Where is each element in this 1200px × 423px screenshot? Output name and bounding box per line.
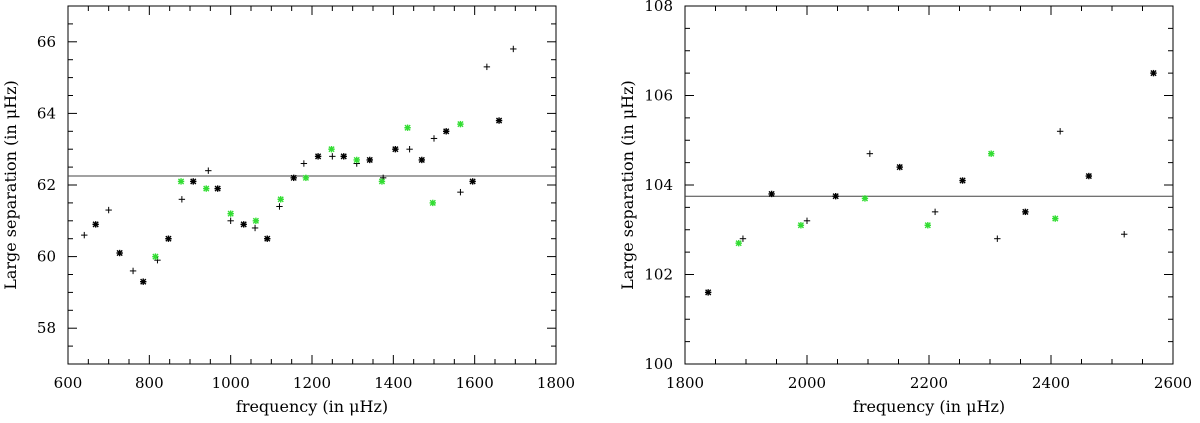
plus-point-black xyxy=(803,217,811,224)
asterisk-point-black xyxy=(92,221,99,228)
y-tick-label: 60 xyxy=(37,248,56,266)
x-tick-label: 2000 xyxy=(788,374,826,392)
x-tick-label: 1800 xyxy=(537,374,575,392)
asterisk-point-green xyxy=(861,195,869,202)
plus-point-black xyxy=(994,235,1001,242)
y-tick-label: 66 xyxy=(37,33,56,51)
plus-point-black xyxy=(510,45,517,53)
asterisk-point-green xyxy=(924,222,931,229)
x-axis-label: frequency (in μHz) xyxy=(853,397,1005,416)
asterisk-point-green xyxy=(302,174,310,182)
asterisk-point-black xyxy=(704,289,712,296)
plus-point-black xyxy=(227,217,234,224)
asterisk-point-green xyxy=(277,196,284,203)
asterisk-point-black xyxy=(443,128,450,135)
x-tick-label: 1400 xyxy=(374,374,412,392)
x-tick-label: 800 xyxy=(135,374,164,392)
asterisk-point-black xyxy=(1085,172,1093,180)
x-tick-label: 1800 xyxy=(666,374,704,392)
plus-point-black xyxy=(430,135,438,142)
asterisk-point-green xyxy=(429,199,436,207)
plus-point-black xyxy=(406,146,413,153)
asterisk-point-black xyxy=(290,174,297,182)
asterisk-point-black xyxy=(340,153,347,160)
asterisk-point-green xyxy=(378,178,386,185)
x-tick-label: 2600 xyxy=(1154,374,1192,392)
y-tick-label: 62 xyxy=(37,176,56,194)
right-scatter-panel: 1800 2000 2200 2400 2600 100 102 104 106 108 frequ… xyxy=(618,0,1192,416)
plot-frame xyxy=(67,5,557,365)
asterisk-point-green xyxy=(152,253,159,260)
asterisk-point-black xyxy=(1022,208,1029,216)
asterisk-point-green xyxy=(404,124,411,131)
y-tick-label: 102 xyxy=(644,266,673,284)
plus-point-black xyxy=(1121,231,1128,238)
plus-point-black xyxy=(1056,128,1064,135)
asterisk-point-green xyxy=(457,120,464,128)
asterisk-point-black xyxy=(116,249,123,257)
y-axis-label: Large separation (in μHz) xyxy=(618,80,637,290)
plus-point-black xyxy=(276,203,283,210)
x-tick-label: 1000 xyxy=(212,374,250,392)
asterisk-point-green xyxy=(203,185,210,192)
y-axis-label: Large separation (in μHz) xyxy=(1,80,20,290)
y-tick-label: 100 xyxy=(644,355,673,373)
left-scatter-panel: 600 800 1000 1200 1400 1600 1800 58 60 62 64 66 freq… xyxy=(1,5,575,416)
plus-point-black xyxy=(457,188,464,196)
y-tick-label: 58 xyxy=(37,319,56,337)
y-tick-label: 106 xyxy=(644,87,673,105)
plus-point-black xyxy=(329,153,336,160)
plus-point-black xyxy=(483,63,491,71)
plus-point-black xyxy=(300,160,308,167)
asterisk-point-black xyxy=(314,153,322,160)
plus-point-black xyxy=(251,224,259,232)
asterisk-point-black xyxy=(165,235,172,242)
asterisk-point-black xyxy=(959,177,966,184)
plus-point-black xyxy=(129,267,137,275)
asterisk-point-green xyxy=(177,178,185,185)
x-tick-label: 1600 xyxy=(456,374,494,392)
asterisk-point-green xyxy=(353,156,360,164)
asterisk-point-green xyxy=(735,239,742,247)
asterisk-point-black xyxy=(214,185,221,192)
x-tick-label: 2400 xyxy=(1032,374,1070,392)
asterisk-point-black xyxy=(832,192,839,200)
asterisk-point-green xyxy=(1052,215,1059,222)
y-tick-label: 108 xyxy=(644,0,673,15)
x-tick-label: 600 xyxy=(54,374,83,392)
asterisk-point-green xyxy=(797,222,805,229)
asterisk-point-black xyxy=(240,221,247,228)
plus-point-black xyxy=(105,206,112,214)
asterisk-point-black xyxy=(418,156,425,164)
asterisk-point-black xyxy=(140,278,147,285)
asterisk-point-black xyxy=(896,163,903,171)
asterisk-point-black xyxy=(366,156,373,164)
asterisk-point-black xyxy=(495,117,503,124)
plot-frame xyxy=(684,5,1174,365)
plus-point-black xyxy=(178,196,186,203)
plus-point-black xyxy=(866,150,874,157)
asterisk-point-green xyxy=(328,146,335,153)
x-tick-label: 2200 xyxy=(910,374,948,392)
plus-point-black xyxy=(205,167,212,174)
asterisk-point-black xyxy=(469,178,476,185)
asterisk-point-green xyxy=(227,210,234,217)
asterisk-point-green xyxy=(252,217,260,224)
plus-point-black xyxy=(81,231,88,239)
asterisk-point-black xyxy=(264,235,271,242)
x-axis-label: frequency (in μHz) xyxy=(236,397,388,416)
asterisk-point-green xyxy=(988,150,995,157)
asterisk-point-black xyxy=(1150,69,1157,77)
plus-point-black xyxy=(739,235,747,242)
y-tick-label: 104 xyxy=(644,176,673,194)
y-tick-label: 64 xyxy=(37,104,56,122)
x-tick-label: 1200 xyxy=(293,374,331,392)
asterisk-point-black xyxy=(190,178,197,185)
plus-point-black xyxy=(931,208,939,216)
asterisk-point-black xyxy=(768,190,775,198)
asterisk-point-black xyxy=(392,146,399,153)
